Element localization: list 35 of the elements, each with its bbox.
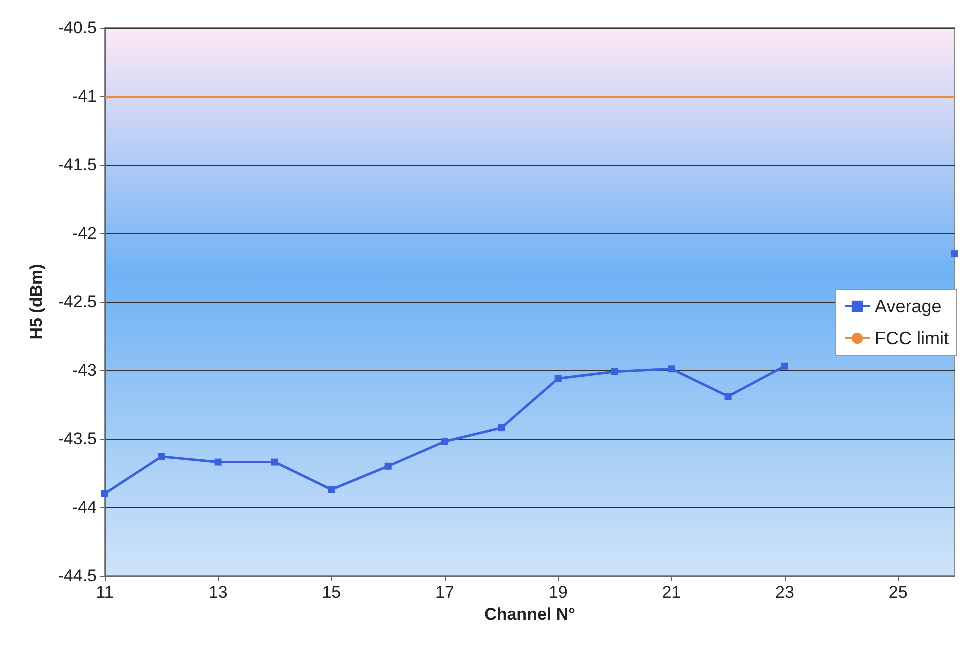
- y-tick-label: -43: [72, 361, 97, 380]
- legend-label: FCC limit: [875, 328, 950, 348]
- point: [272, 458, 278, 466]
- x-tick-label: 25: [888, 583, 908, 602]
- point: [328, 486, 336, 494]
- y-tick-label: -41: [72, 87, 97, 106]
- y-axis-title: H5 (dBm): [27, 264, 46, 340]
- point: [952, 250, 958, 258]
- point: [158, 453, 166, 460]
- point: [384, 462, 392, 470]
- y-tick-label: -40.5: [58, 18, 97, 38]
- point: [782, 362, 788, 370]
- y-tick-label: -43.5: [58, 430, 97, 448]
- y-tick-label: -42: [72, 224, 97, 243]
- x-tick-label: 21: [662, 583, 682, 602]
- point: [102, 490, 108, 498]
- x-axis-title: Channel N°: [484, 604, 576, 624]
- y-tick-label: -42.5: [58, 292, 97, 312]
- point: [724, 393, 732, 400]
- point: [668, 366, 676, 373]
- x-tick-label: 13: [208, 583, 228, 602]
- x-tick-label: 17: [436, 583, 454, 602]
- y-tick-label: -41.5: [58, 156, 97, 174]
- y-tick-label: -44: [72, 498, 97, 517]
- point: [612, 368, 618, 376]
- x-tick-label: 15: [322, 583, 342, 602]
- point: [214, 458, 222, 466]
- legend-label: Average: [875, 296, 942, 316]
- point: [442, 438, 448, 446]
- y-tick-label: -44.5: [58, 566, 97, 586]
- x-tick-label: 19: [548, 583, 568, 602]
- x-tick-label: 23: [776, 583, 794, 602]
- point: [498, 424, 506, 432]
- point: [554, 375, 562, 382]
- x-tick-label: 11: [96, 583, 114, 602]
